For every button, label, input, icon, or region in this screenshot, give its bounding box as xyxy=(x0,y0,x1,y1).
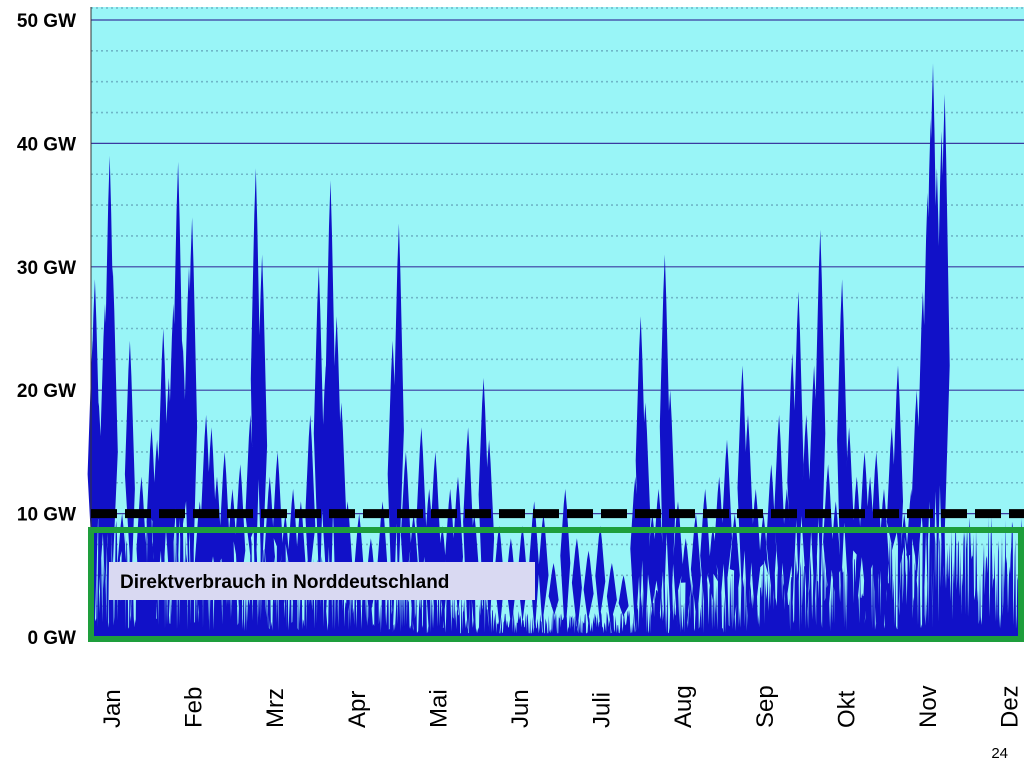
x-tick-label: Nov xyxy=(915,685,942,728)
y-tick-label: 40 GW xyxy=(17,134,76,155)
x-tick-label: Sep xyxy=(752,685,779,728)
x-tick-labels: Jan Feb Mrz Apr Mai Jun Juli Aug Sep Okt Nov Dez xyxy=(99,685,1024,728)
x-tick-label: Apr xyxy=(344,691,371,728)
page-number: 24 xyxy=(991,745,1008,762)
x-tick-label: Feb xyxy=(181,687,208,728)
x-tick-label: Dez xyxy=(997,685,1024,728)
y-tick-label: 30 GW xyxy=(17,258,76,279)
x-tick-label: Okt xyxy=(833,690,860,728)
x-tick-label: Juli xyxy=(589,692,616,728)
y-tick-labels: 0 GW 10 GW 20 GW 30 GW 40 GW 50 GW xyxy=(17,11,76,649)
x-tick-label: Jun xyxy=(507,689,534,728)
annotation-box xyxy=(109,562,535,600)
annotation-label: Direktverbrauch in Norddeutschland xyxy=(120,572,449,593)
x-tick-label: Jan xyxy=(99,689,126,728)
y-tick-label: 0 GW xyxy=(27,628,76,649)
y-tick-label: 50 GW xyxy=(17,11,76,32)
direct-consumption-box xyxy=(88,527,1024,642)
grid xyxy=(91,7,1024,607)
x-tick-label: Mrz xyxy=(262,688,289,728)
power-area-series xyxy=(87,63,1024,637)
y-tick-label: 20 GW xyxy=(17,381,76,402)
y-tick-label: 10 GW xyxy=(17,505,76,526)
x-tick-label: Aug xyxy=(670,685,697,728)
x-tick-label: Mai xyxy=(425,689,452,728)
